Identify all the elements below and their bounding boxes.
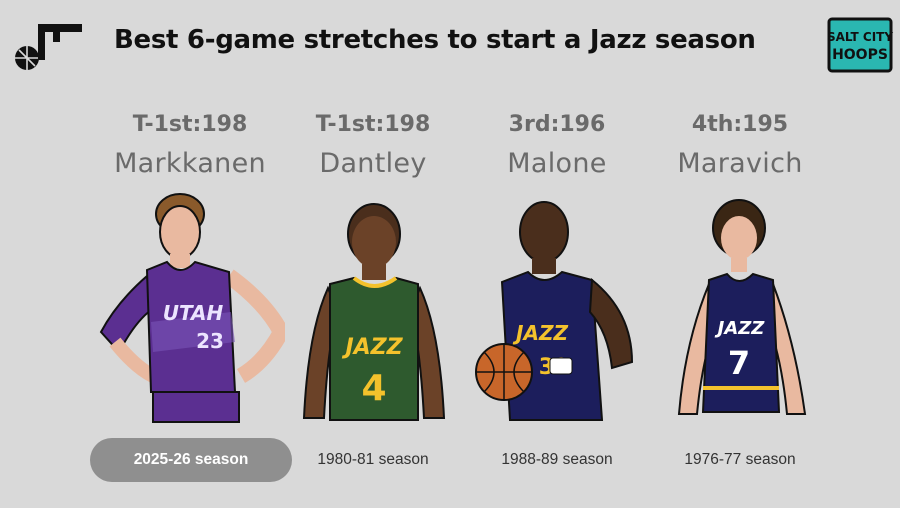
player-column-dantley: T-1st:198 Dantley [278,110,468,184]
player-name: Markkanen [114,148,266,179]
season-label-dantley: 1980-81 season [317,451,429,468]
logo-line-1: SALT CITY [827,30,893,44]
player-rank: T-1st:198 [315,112,431,137]
jersey-number: 7 [728,344,750,382]
season-label-maravich: 1976-77 season [684,451,796,468]
player-rank: 4th:195 [691,112,789,137]
season-label-malone: 1988-89 season [501,451,613,468]
player-photo-malone: JAZZ 32 [475,201,634,421]
player-photo-markkanen: UTAH 23 [99,193,285,423]
jersey-number: 4 [361,368,386,409]
player-name: Malone [507,148,607,179]
jersey-text: JAZZ [512,321,568,345]
jersey-number: 23 [196,329,224,353]
jazz-note-logo-icon [15,24,82,70]
player-photo-maravich: JAZZ 7 [677,199,807,415]
page-title: Best 6-game stretches to start a Jazz se… [114,25,756,55]
player-name: Maravich [677,148,803,179]
player-column-malone: 3rd:196 Malone [462,110,652,184]
salt-city-hoops-logo: SALT CITY HOOPS [827,17,893,73]
jersey-text: UTAH [163,301,224,325]
jersey-text: JAZZ [715,318,766,339]
player-rank: 3rd:196 [508,112,606,137]
player-column-markkanen: T-1st:198 Markkanen [95,110,285,184]
player-name: Dantley [319,148,427,179]
player-photo-dantley: JAZZ 4 [302,203,446,421]
season-pill-markkanen[interactable]: 2025-26 season [90,438,292,482]
player-column-maravich: 4th:195 Maravich [645,110,835,184]
jersey-text: JAZZ [341,335,403,360]
logo-line-2: HOOPS [832,47,888,63]
player-rank: T-1st:198 [132,112,248,137]
